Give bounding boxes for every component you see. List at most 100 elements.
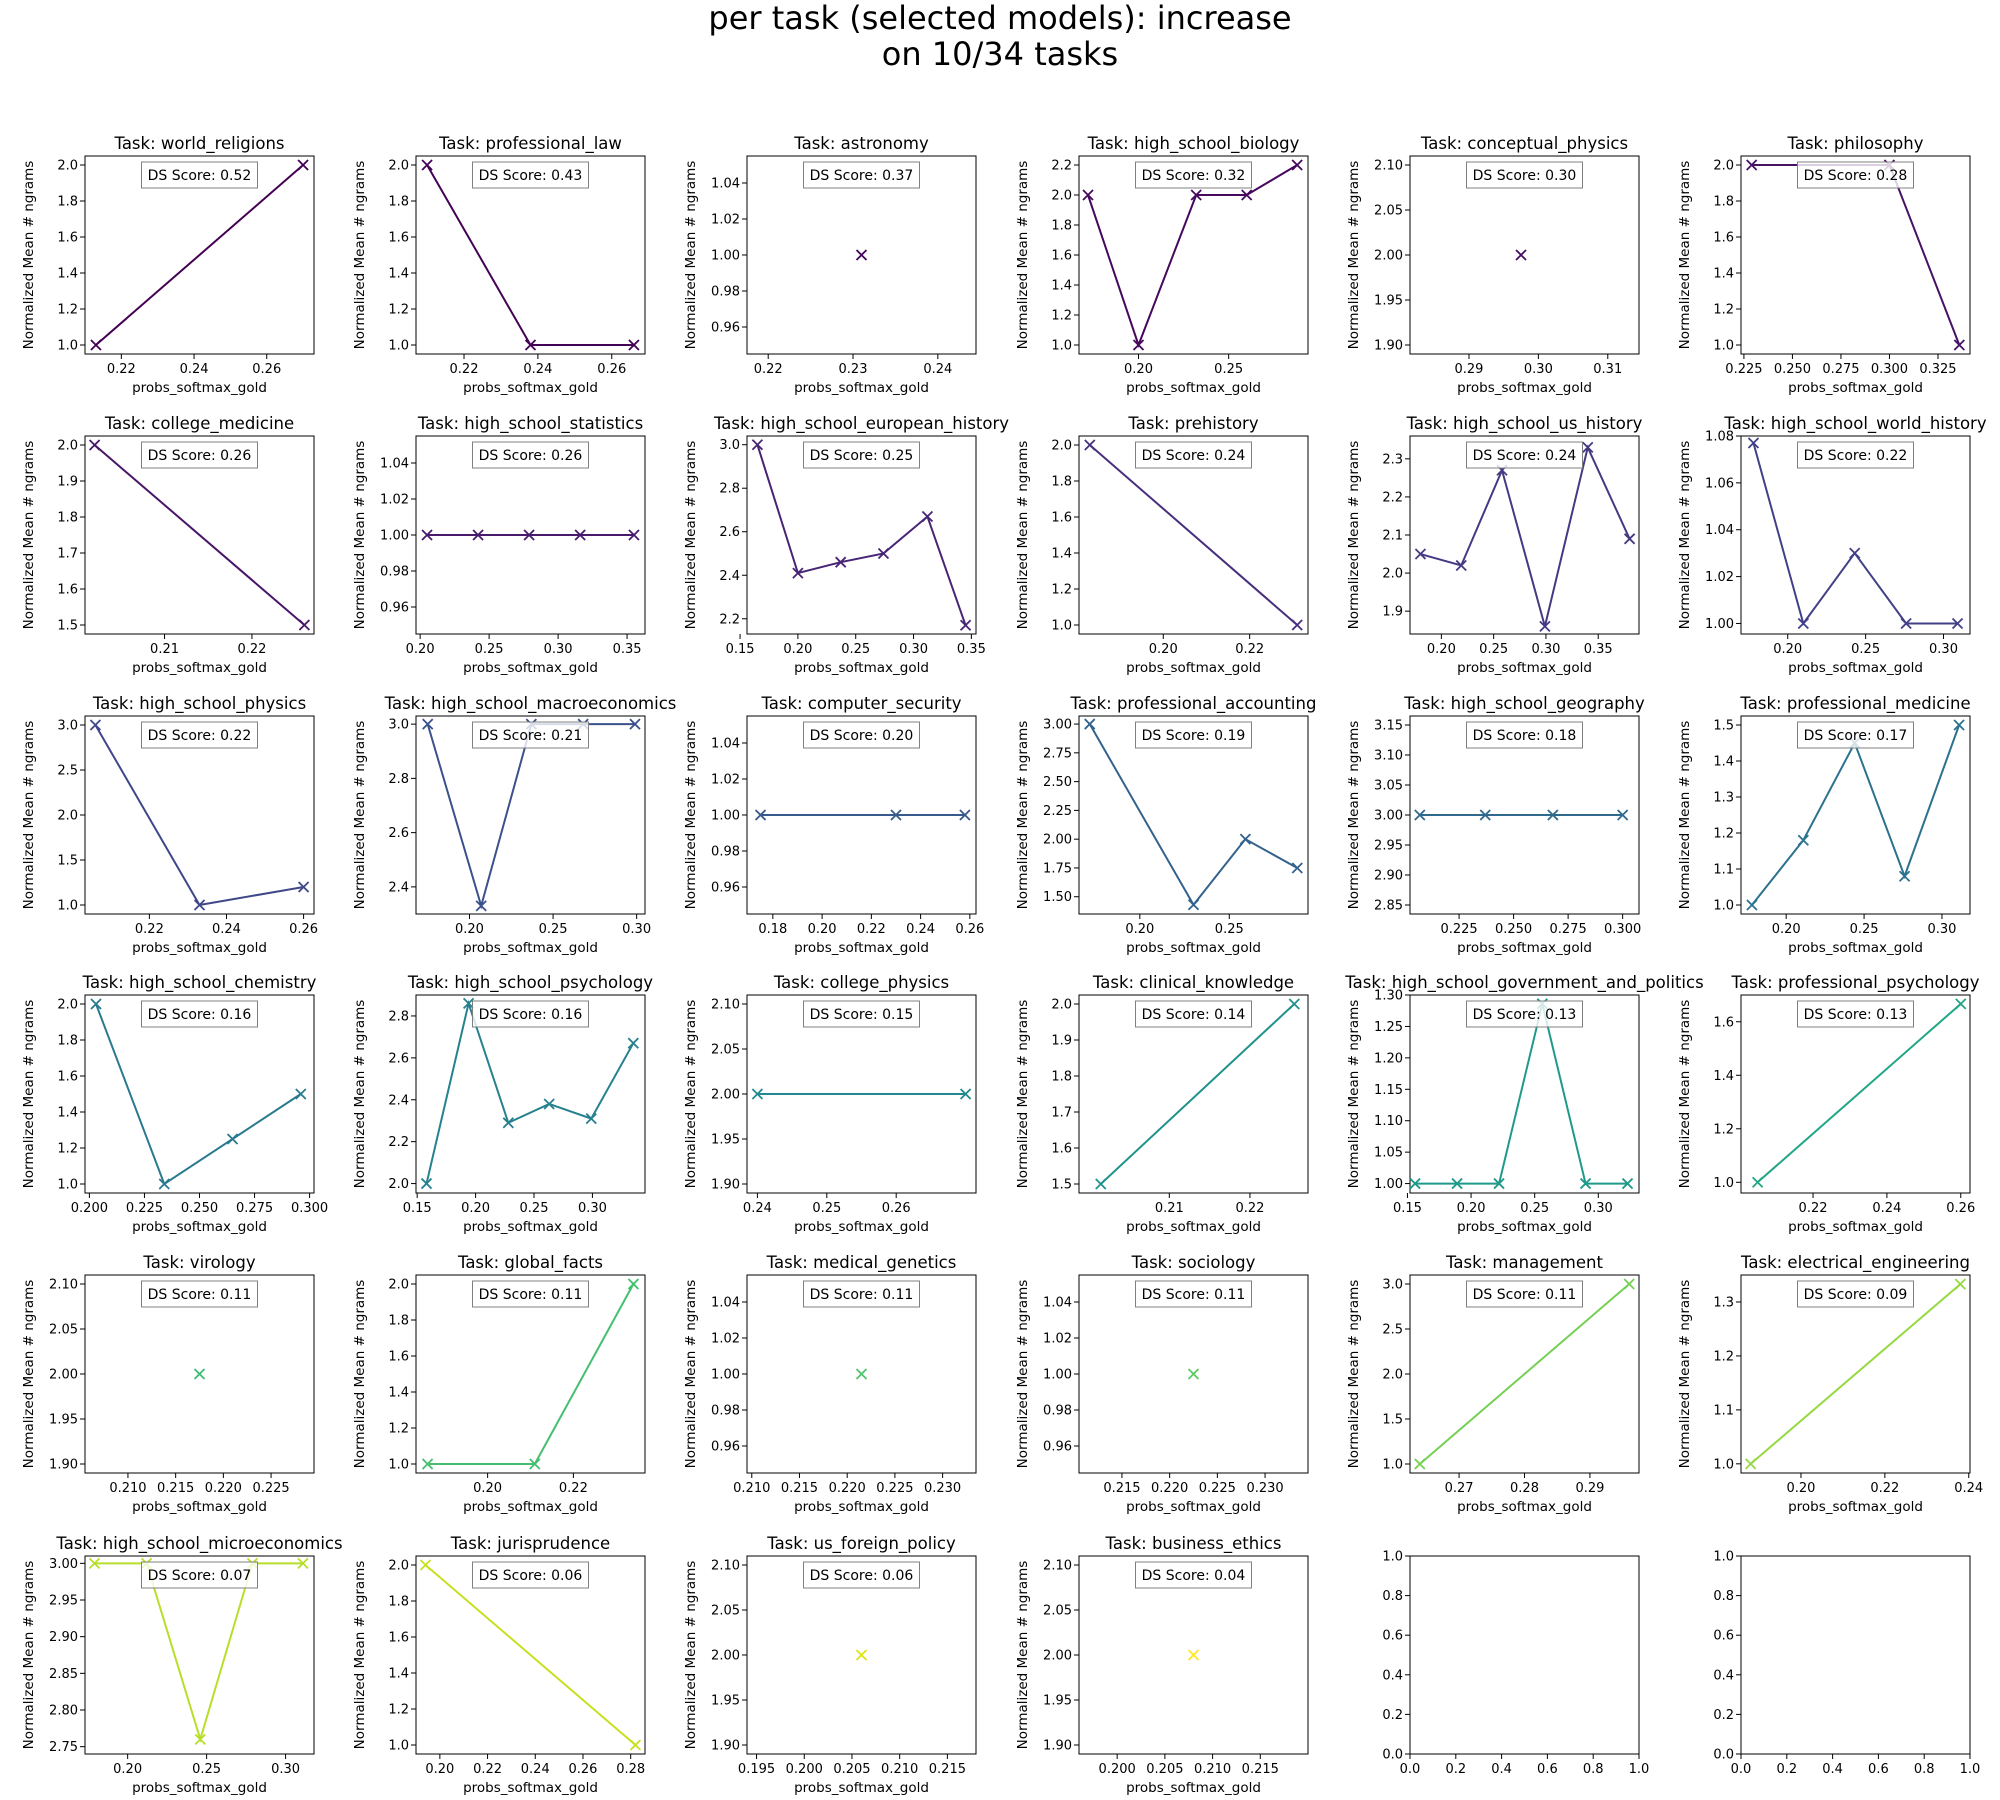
ds-score-label: DS Score: 0.11 — [1473, 1287, 1577, 1303]
data-point — [90, 339, 102, 351]
x-tick-label: 0.20 — [1773, 642, 1802, 657]
x-tick-label: 0.21 — [1155, 1201, 1184, 1216]
x-tick-label: 0.6 — [1537, 1762, 1558, 1777]
subplot-title: Task: high_school_macroeconomics — [384, 694, 677, 714]
x-tick-label: 0.28 — [1510, 1481, 1539, 1496]
subplot-title: Task: clinical_knowledge — [1092, 973, 1294, 993]
y-tick-label: 1.0 — [1713, 1550, 1734, 1565]
ds-score-box — [1135, 721, 1252, 749]
y-tick-label: 0.2 — [1382, 1708, 1403, 1723]
data-point — [959, 619, 972, 631]
y-tick-label: 2.00 — [711, 1088, 740, 1103]
x-tick-label: 0.215 — [929, 1762, 966, 1777]
x-axis-label: probs_softmax_gold — [1126, 660, 1261, 676]
y-tick-label: 1.0 — [1382, 1550, 1403, 1565]
subplot-22: 0.21 0.22 1.5 1.6 1.7 1.8 1.9 2.0 Task: clinical… — [1015, 973, 1309, 1235]
data-point — [628, 339, 640, 351]
y-tick-label: 1.6 — [1051, 511, 1072, 526]
subplot-25: 0.210 0.215 0.220 0.225 1.90 1.95 2.00 2.05 2.10… — [21, 1253, 315, 1515]
y-tick-label: 1.90 — [711, 1739, 740, 1754]
x-tick-label: 0.230 — [924, 1481, 961, 1496]
ds-score-box — [1135, 161, 1252, 189]
x-tick-label: 0.24 — [523, 362, 552, 377]
x-tick-label: 0.275 — [236, 1201, 273, 1216]
ds-score-label: DS Score: 0.07 — [148, 1568, 252, 1584]
y-tick-label: 0.98 — [711, 1404, 740, 1419]
y-tick-label: 1.2 — [1713, 303, 1734, 318]
y-tick-label: 1.6 — [1713, 1015, 1734, 1030]
series-line — [1420, 444, 1631, 627]
subplot-6: 0.225 0.250 0.275 0.300 0.325 1.0 1.2 1.4 1.6 1.8… — [1677, 134, 1971, 396]
subplot-title: Task: high_school_physics — [92, 694, 306, 714]
y-tick-label: 1.5 — [57, 854, 78, 869]
y-tick-label: 2.0 — [388, 159, 409, 174]
y-tick-label: 1.06 — [1705, 476, 1734, 491]
x-tick-label: 0.275 — [1822, 362, 1859, 377]
y-tick-label: 0.6 — [1382, 1629, 1403, 1644]
subplot-30: 0.20 0.22 0.24 1.0 1.1 1.2 1.3 Task: electrical… — [1677, 1253, 1983, 1515]
data-point — [1953, 719, 1965, 731]
data-point — [1239, 833, 1252, 845]
y-tick-label: 1.8 — [57, 511, 78, 526]
y-tick-label: 1.2 — [57, 1142, 78, 1157]
x-tick-label: 0.20 — [461, 1201, 490, 1216]
y-tick-label: 1.02 — [711, 773, 740, 788]
x-tick-label: 0.220 — [1151, 1481, 1188, 1496]
y-tick-label: 1.00 — [1374, 1177, 1403, 1192]
y-tick-label: 1.6 — [1051, 1142, 1072, 1157]
x-tick-label: 0.205 — [833, 1762, 870, 1777]
y-tick-label: 1.4 — [57, 1106, 78, 1121]
y-tick-label: 1.25 — [1374, 1020, 1403, 1035]
y-tick-label: 2.00 — [1043, 833, 1072, 848]
x-tick-label: 0.300 — [1871, 362, 1908, 377]
data-point — [295, 1088, 307, 1100]
subplot-14: 0.20 0.25 0.30 2.4 2.6 2.8 3.0 Task: high_schoo… — [352, 694, 676, 956]
y-axis-label: Normalized Mean # ngrams — [21, 1280, 37, 1469]
series-line — [1419, 1283, 1630, 1465]
x-tick-label: 0.26 — [252, 362, 281, 377]
x-tick-label: 0.22 — [450, 362, 479, 377]
y-tick-label: 1.04 — [711, 737, 740, 752]
y-tick-label: 2.0 — [57, 998, 78, 1013]
data-point — [1849, 547, 1861, 559]
x-tick-label: 0.215 — [1242, 1762, 1279, 1777]
y-tick-label: 2.8 — [719, 482, 740, 497]
y-tick-label: 3.15 — [1374, 719, 1403, 734]
series-line — [93, 444, 306, 626]
y-tick-label: 1.4 — [57, 267, 78, 282]
x-tick-label: 0.325 — [1919, 362, 1956, 377]
subplot-8: 0.20 0.25 0.30 0.35 0.96 0.98 1.00 1.02 1.04 Task… — [352, 414, 646, 676]
y-tick-label: 1.2 — [388, 303, 409, 318]
y-tick-label: 1.0 — [57, 899, 78, 914]
x-tick-label: 0.210 — [733, 1481, 770, 1496]
series-line — [95, 164, 304, 346]
y-tick-label: 1.2 — [1051, 583, 1072, 598]
ds-score-box — [1135, 1561, 1252, 1589]
data-point — [959, 809, 971, 821]
y-tick-label: 1.8 — [57, 1034, 78, 1049]
y-tick-label: 1.02 — [711, 1332, 740, 1347]
y-tick-label: 1.0 — [388, 1458, 409, 1473]
y-tick-label: 2.00 — [711, 1649, 740, 1664]
x-tick-label: 0.250 — [1495, 922, 1532, 937]
x-tick-label: 0.215 — [1103, 1481, 1140, 1496]
series-line — [1415, 1003, 1628, 1185]
data-point — [226, 1133, 239, 1145]
x-tick-label: 0.225 — [1199, 1481, 1236, 1496]
data-point — [422, 718, 434, 730]
x-axis-label: probs_softmax_gold — [1126, 1499, 1261, 1515]
x-axis-label: probs_softmax_gold — [794, 380, 929, 396]
x-tick-label: 0.22 — [1870, 1481, 1899, 1496]
y-axis-label: Normalized Mean # ngrams — [1677, 1000, 1693, 1189]
y-tick-label: 2.50 — [1043, 775, 1072, 790]
y-tick-label: 1.00 — [380, 529, 409, 544]
y-axis-label: Normalized Mean # ngrams — [1677, 441, 1693, 630]
data-point — [543, 1098, 555, 1110]
plot-frame — [1078, 715, 1309, 915]
data-point — [1797, 617, 1809, 630]
ds-score-label: DS Score: 0.43 — [479, 168, 583, 184]
ds-score-label: DS Score: 0.04 — [1142, 1568, 1246, 1584]
data-point — [298, 619, 311, 631]
subplot-title: Task: high_school_geography — [1403, 694, 1645, 714]
x-tick-label: 0.2 — [1776, 1762, 1797, 1777]
